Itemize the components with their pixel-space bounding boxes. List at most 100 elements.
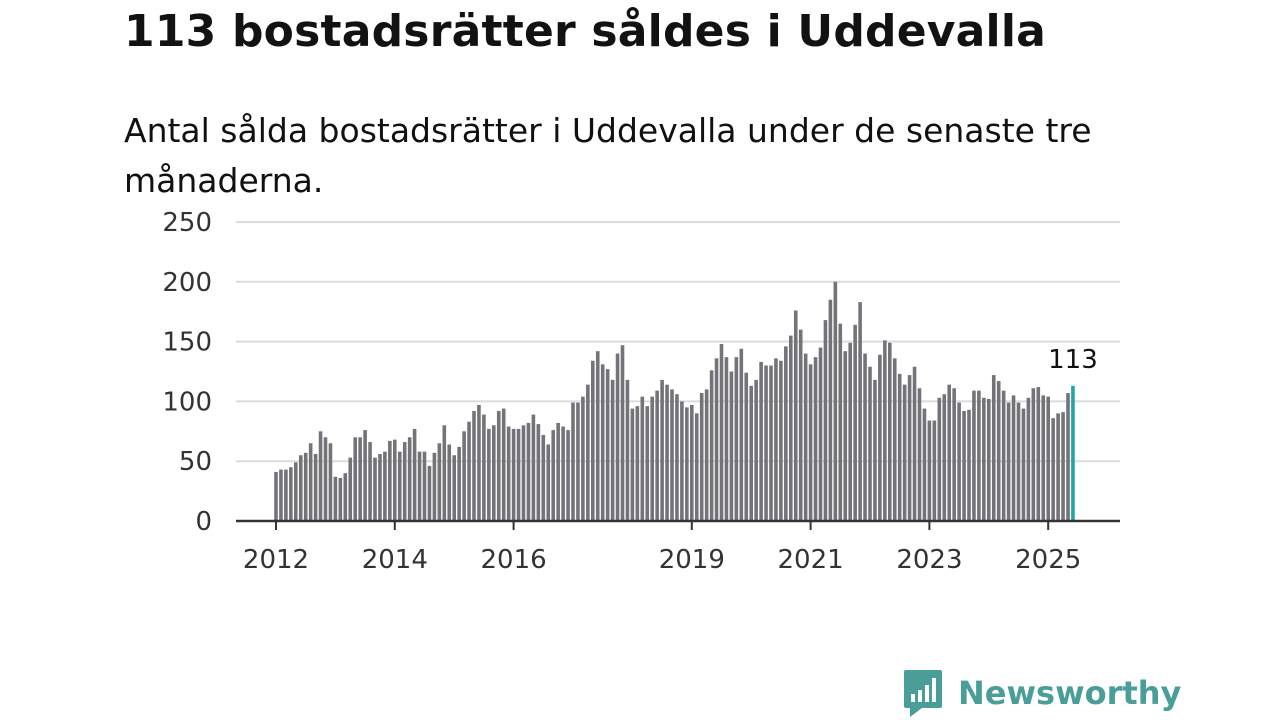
bar [407,437,412,521]
bar [318,431,323,521]
bar [1061,412,1065,521]
bar [1036,387,1041,521]
y-tick-label: 50 [179,447,212,477]
bar [813,357,818,521]
bar [556,422,560,521]
bar [947,384,951,521]
bar [650,396,654,521]
bar [437,443,442,521]
bar [378,454,382,521]
bar [284,469,288,521]
bar [685,407,689,521]
bar [888,342,892,521]
bar [462,431,466,521]
bar [1016,402,1021,521]
bar [343,473,348,521]
x-tick-label: 2014 [362,545,428,575]
brand-name: Newsworthy [958,674,1182,712]
bar [447,444,452,521]
bar [586,384,590,521]
bar [501,408,506,521]
bar [1026,397,1031,521]
bar [368,442,372,521]
bar [952,388,956,521]
bar [853,324,857,521]
bar [482,414,486,521]
bar [724,357,729,521]
bar [749,385,753,521]
bar [640,396,645,521]
bar [645,406,650,521]
bar [467,421,471,521]
bar [991,375,996,521]
bar [274,471,278,521]
x-tick-label: 2019 [659,545,725,575]
bar [279,469,283,521]
bar [892,358,897,521]
bar [754,379,758,521]
x-tick-label: 2021 [778,545,844,575]
bar [665,384,669,521]
chart-title: 113 bostadsrätter såldes i Uddevalla [124,6,1047,57]
bar [333,476,338,521]
bar [1056,413,1060,521]
y-tick-label: 250 [162,208,212,238]
bar [526,422,531,521]
bar [338,477,343,521]
bar [348,457,353,521]
bar [289,467,293,521]
bar [942,394,947,521]
bar [397,451,402,521]
bar [917,388,922,521]
bar [615,353,620,521]
bar [566,430,570,521]
bar [784,346,788,521]
bar [383,451,387,521]
bar [323,437,328,521]
bar [422,451,427,521]
bar [536,424,541,521]
bar [714,358,719,521]
bar [294,462,298,521]
bar [1066,393,1070,521]
bar [1031,388,1036,521]
y-tick-label: 100 [162,387,212,417]
bar [472,410,476,521]
y-tick-label: 150 [162,328,212,358]
bar [789,335,793,521]
bar [620,345,625,521]
bar [729,371,734,521]
bar [838,323,843,521]
bar [690,404,694,521]
bar [561,426,565,521]
bar [912,366,917,521]
bar [675,394,679,521]
bar [977,390,981,521]
bar [511,428,516,521]
bar [982,397,986,521]
bar [328,443,333,521]
bar [744,372,749,521]
bar [571,402,575,521]
bar [492,425,496,521]
bar [393,439,397,521]
bar [516,428,521,521]
bar [412,428,417,521]
bar [818,347,823,521]
bar [967,409,971,521]
bar [660,379,664,521]
bar [803,353,808,521]
bar [699,393,704,521]
bar [576,402,580,521]
bar [972,390,976,521]
bar [709,370,714,521]
bar [779,360,783,521]
bar [833,281,838,521]
bar [987,399,991,521]
bar [477,404,481,521]
bar [907,375,912,521]
bar [798,329,803,521]
bar [694,413,699,521]
bar [957,402,961,521]
bar [630,408,635,521]
